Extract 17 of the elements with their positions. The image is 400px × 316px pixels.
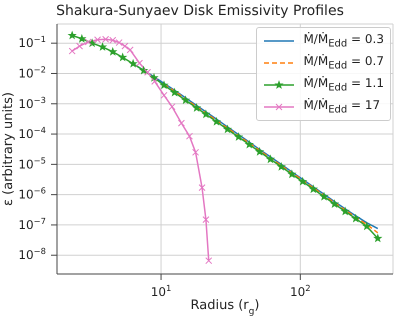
- y-tick-label: 10$^{−2}$: [18, 64, 46, 80]
- y-tick-label: 10$^{−7}$: [18, 216, 46, 232]
- y-tick-label: 10$^{−5}$: [18, 155, 46, 172]
- y-tick-label: 10$^{−3}$: [18, 94, 46, 111]
- y-tick-label: 10$^{−4}$: [18, 125, 46, 142]
- y-tick-label: 10$^{−1}$: [18, 34, 46, 50]
- x-tick-label: 10$^{1}$: [150, 283, 172, 299]
- y-tick-label: 10$^{−6}$: [18, 186, 46, 202]
- chart-title: Shakura-Sunyaev Disk Emissivity Profiles: [56, 3, 344, 19]
- legend-label: Ṁ/Ṁ$_{Edd}$ = 0.7: [303, 54, 384, 72]
- legend-label: Ṁ/Ṁ$_{Edd}$ = 17: [303, 98, 380, 116]
- x-tick-label: 10$^{2}$: [290, 283, 311, 299]
- legend-label: Ṁ/Ṁ$_{Edd}$ = 1.1: [303, 76, 384, 94]
- legend-label: Ṁ/Ṁ$_{Edd}$ = 0.3: [303, 32, 384, 50]
- y-axis-title: ε (arbitrary units): [1, 92, 16, 206]
- y-tick-label: 10$^{−8}$: [18, 246, 46, 262]
- x-axis-title: Radius (r$_{g}$): [190, 298, 260, 316]
